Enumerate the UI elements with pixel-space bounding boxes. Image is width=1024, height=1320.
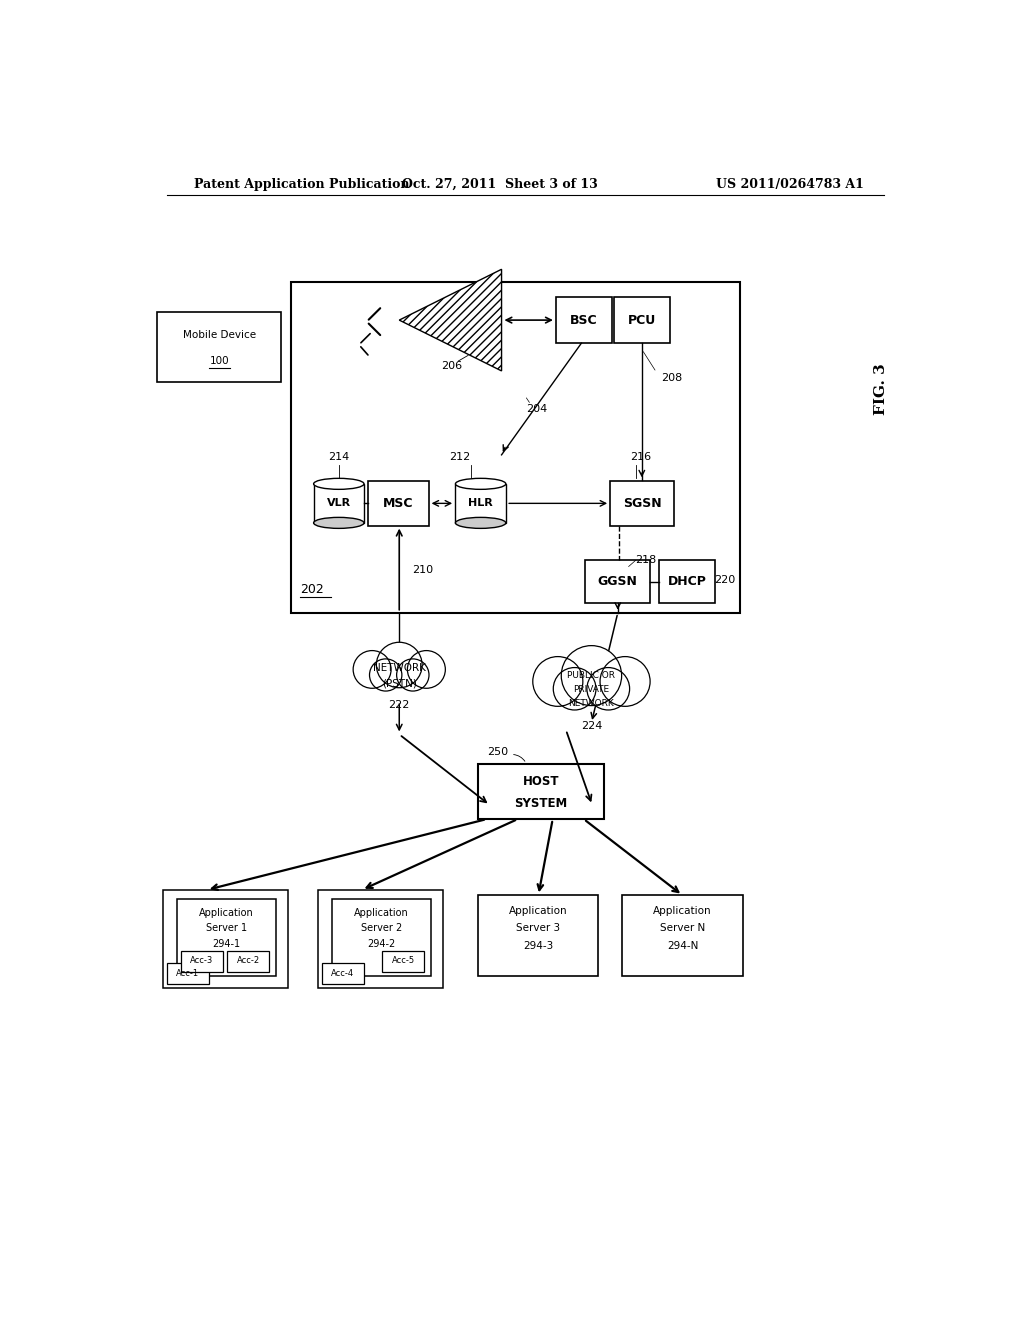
Text: Oct. 27, 2011  Sheet 3 of 13: Oct. 27, 2011 Sheet 3 of 13: [402, 178, 598, 190]
Text: Mobile Device: Mobile Device: [183, 330, 256, 341]
Text: NETWORK: NETWORK: [568, 700, 614, 708]
Text: 206: 206: [441, 362, 463, 371]
FancyBboxPatch shape: [478, 895, 598, 977]
Text: Acc-4: Acc-4: [331, 969, 354, 978]
Text: DHCP: DHCP: [668, 576, 707, 589]
Ellipse shape: [456, 478, 506, 490]
Text: NETWORK: NETWORK: [373, 663, 426, 673]
Text: 294-2: 294-2: [368, 939, 395, 949]
Text: 212: 212: [450, 453, 471, 462]
Text: Acc-1: Acc-1: [176, 969, 200, 978]
Text: 210: 210: [413, 565, 433, 576]
FancyBboxPatch shape: [658, 561, 716, 603]
Text: 214: 214: [328, 453, 349, 462]
Text: 202: 202: [300, 582, 324, 595]
FancyBboxPatch shape: [322, 964, 364, 983]
Text: Server 3: Server 3: [516, 924, 560, 933]
Text: US 2011/0264783 A1: US 2011/0264783 A1: [717, 178, 864, 190]
Circle shape: [553, 668, 596, 710]
Text: Acc-3: Acc-3: [190, 956, 213, 965]
Circle shape: [370, 659, 401, 692]
FancyBboxPatch shape: [332, 899, 431, 977]
Text: SGSN: SGSN: [623, 496, 662, 510]
Text: 218: 218: [636, 556, 656, 565]
FancyBboxPatch shape: [291, 281, 740, 612]
Text: Server 2: Server 2: [360, 924, 402, 933]
Text: PRIVATE: PRIVATE: [573, 685, 609, 694]
FancyBboxPatch shape: [167, 964, 209, 983]
Text: BSC: BSC: [570, 314, 598, 326]
FancyBboxPatch shape: [544, 682, 640, 706]
Text: FIG. 3: FIG. 3: [874, 363, 888, 416]
Text: PUBLIC OR: PUBLIC OR: [567, 672, 615, 680]
FancyBboxPatch shape: [227, 950, 269, 972]
Text: 220: 220: [714, 576, 735, 585]
FancyBboxPatch shape: [610, 480, 675, 525]
Ellipse shape: [456, 517, 506, 528]
FancyBboxPatch shape: [163, 890, 289, 989]
Circle shape: [408, 651, 445, 688]
Text: SYSTEM: SYSTEM: [514, 797, 567, 810]
Text: 216: 216: [631, 453, 651, 462]
Text: 250: 250: [487, 747, 508, 758]
Circle shape: [396, 659, 429, 692]
Text: HOST: HOST: [523, 775, 559, 788]
FancyBboxPatch shape: [360, 671, 438, 688]
Text: 294-3: 294-3: [523, 941, 554, 952]
Circle shape: [532, 656, 583, 706]
Text: Server N: Server N: [659, 924, 706, 933]
Text: 222: 222: [388, 700, 410, 710]
Text: 294-N: 294-N: [667, 941, 698, 952]
Text: Server 1: Server 1: [206, 924, 247, 933]
Circle shape: [353, 651, 391, 688]
FancyBboxPatch shape: [382, 950, 424, 972]
Text: Acc-2: Acc-2: [237, 956, 260, 965]
FancyBboxPatch shape: [317, 890, 443, 989]
Text: Application: Application: [354, 908, 409, 917]
Circle shape: [377, 643, 422, 688]
Circle shape: [587, 668, 630, 710]
Text: Application: Application: [653, 906, 712, 916]
FancyBboxPatch shape: [158, 313, 282, 381]
FancyBboxPatch shape: [177, 899, 276, 977]
Circle shape: [561, 645, 622, 706]
Text: Patent Application Publication: Patent Application Publication: [194, 178, 410, 190]
Ellipse shape: [313, 517, 364, 528]
Polygon shape: [399, 269, 502, 371]
Text: 100: 100: [210, 356, 229, 366]
Text: VLR: VLR: [327, 499, 351, 508]
Text: Acc-5: Acc-5: [391, 956, 415, 965]
Text: (PSTN): (PSTN): [382, 678, 417, 689]
Text: HLR: HLR: [468, 499, 493, 508]
FancyBboxPatch shape: [456, 484, 506, 523]
Text: 204: 204: [526, 404, 548, 413]
FancyBboxPatch shape: [478, 763, 604, 818]
FancyBboxPatch shape: [614, 297, 670, 343]
Text: GGSN: GGSN: [597, 576, 637, 589]
FancyBboxPatch shape: [586, 561, 649, 603]
FancyBboxPatch shape: [180, 950, 222, 972]
Text: 224: 224: [581, 721, 602, 731]
Ellipse shape: [313, 478, 364, 490]
Circle shape: [600, 656, 650, 706]
FancyBboxPatch shape: [556, 297, 611, 343]
FancyBboxPatch shape: [623, 895, 742, 977]
Text: MSC: MSC: [383, 496, 414, 510]
Text: 208: 208: [662, 372, 682, 383]
FancyBboxPatch shape: [313, 484, 364, 523]
Text: Application: Application: [199, 908, 254, 917]
Text: PCU: PCU: [628, 314, 656, 326]
FancyBboxPatch shape: [369, 480, 429, 525]
Text: 294-1: 294-1: [212, 939, 241, 949]
Text: Application: Application: [509, 906, 567, 916]
